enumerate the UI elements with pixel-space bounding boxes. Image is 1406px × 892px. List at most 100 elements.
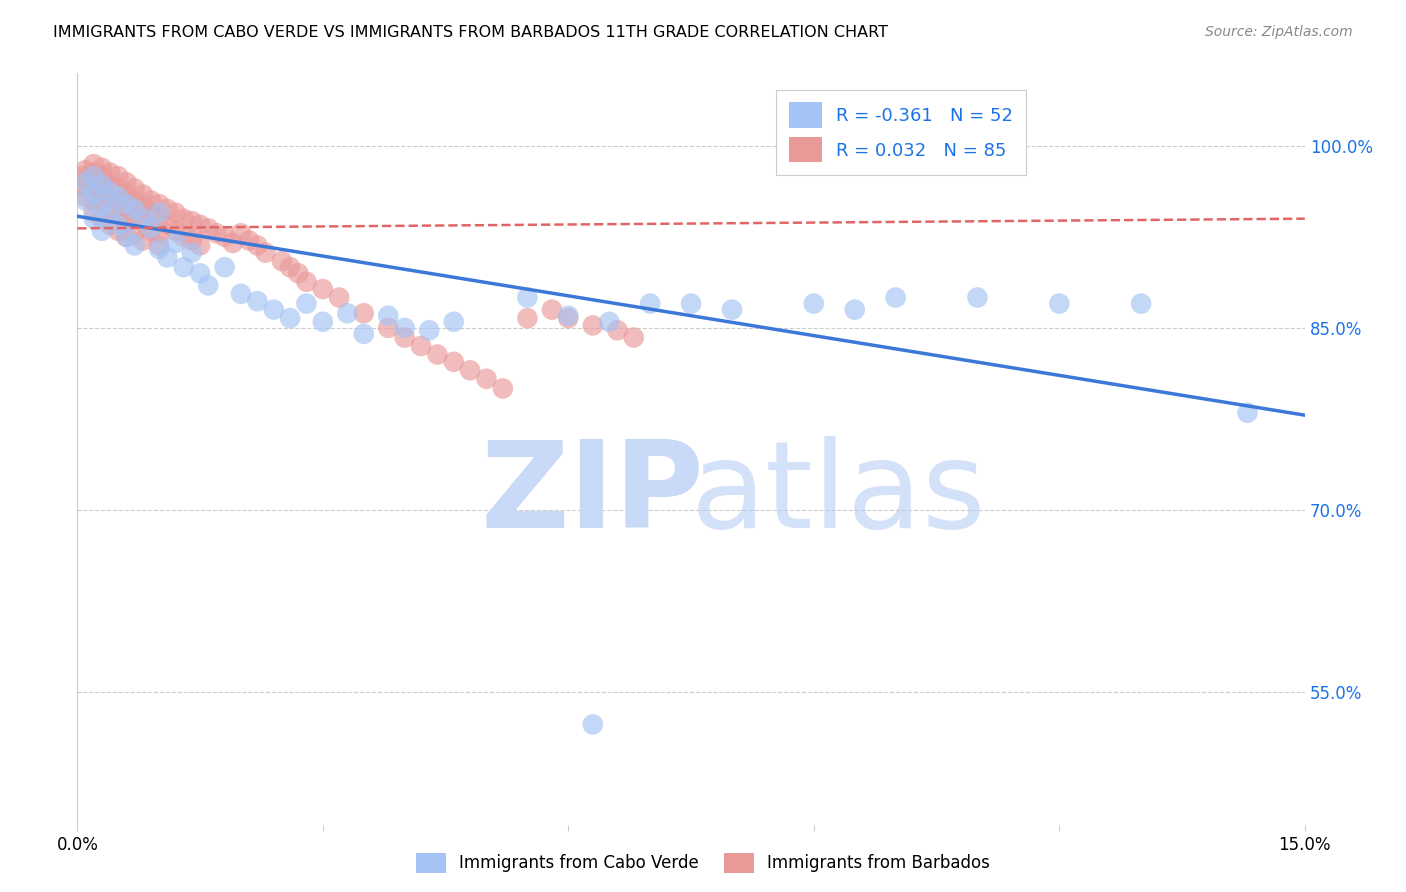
Text: IMMIGRANTS FROM CABO VERDE VS IMMIGRANTS FROM BARBADOS 11TH GRADE CORRELATION CH: IMMIGRANTS FROM CABO VERDE VS IMMIGRANTS… [53,25,889,40]
Point [312,315,335,329]
Point [238,234,260,248]
Point [156,251,179,265]
Point [148,238,170,252]
Point [107,169,129,184]
Point [90,224,112,238]
Text: Source: ZipAtlas.com: Source: ZipAtlas.com [1205,25,1353,39]
Point [115,175,138,189]
Point [98,190,121,204]
Point [139,194,162,208]
Point [90,181,112,195]
Point [353,306,375,320]
Point [541,302,564,317]
Point [165,205,187,219]
Point [156,218,179,232]
Point [681,296,703,310]
Point [884,291,907,305]
Point [83,187,105,202]
Point [107,218,129,232]
Point [90,211,112,226]
Point [270,254,294,268]
Point [409,339,432,353]
Point [254,245,277,260]
Point [426,347,449,361]
Point [229,226,252,240]
Point [214,260,236,275]
Point [98,205,121,219]
Point [115,200,138,214]
Point [394,321,416,335]
Point [394,330,416,344]
Point [966,291,988,305]
Point [197,221,219,235]
Point [132,187,155,202]
Point [124,209,146,223]
Point [418,323,440,337]
Point [156,202,179,216]
Point [107,190,129,204]
Point [75,190,97,204]
Point [98,165,121,179]
Point [139,224,162,238]
Point [75,181,97,195]
Point [557,309,579,323]
Point [98,178,121,192]
Point [222,235,245,250]
Point [353,326,375,341]
Point [90,194,112,208]
Point [492,382,515,396]
Point [803,296,825,310]
Point [180,234,202,248]
Point [205,226,228,240]
Point [90,200,112,214]
Point [124,202,146,216]
Point [312,282,335,296]
Point [115,230,138,244]
Legend: R = -0.361   N = 52, R = 0.032   N = 85: R = -0.361 N = 52, R = 0.032 N = 85 [776,90,1026,175]
Point [107,181,129,195]
Point [1236,406,1258,420]
Point [139,221,162,235]
Text: ZIP: ZIP [481,435,704,553]
Point [115,230,138,244]
Point [1047,296,1070,310]
Point [173,211,195,226]
Point [132,234,155,248]
Point [263,302,285,317]
Point [98,185,121,199]
Point [606,323,628,337]
Point [148,226,170,240]
Point [98,202,121,216]
Point [107,209,129,223]
Point [557,311,579,326]
Point [180,245,202,260]
Point [124,181,146,195]
Point [295,275,318,289]
Point [132,211,155,226]
Point [83,205,105,219]
Point [188,218,211,232]
Point [197,278,219,293]
Point [107,224,129,238]
Point [377,309,399,323]
Point [443,355,465,369]
Point [139,205,162,219]
Point [107,194,129,208]
Point [287,266,309,280]
Point [1130,296,1153,310]
Point [115,214,138,228]
Point [115,197,138,211]
Point [295,296,318,310]
Point [98,218,121,232]
Point [124,194,146,208]
Point [721,302,744,317]
Point [229,286,252,301]
Point [165,224,187,238]
Point [83,169,105,184]
Point [173,230,195,244]
Point [70,169,93,184]
Point [516,291,538,305]
Point [278,311,301,326]
Point [278,260,301,275]
Point [623,330,645,344]
